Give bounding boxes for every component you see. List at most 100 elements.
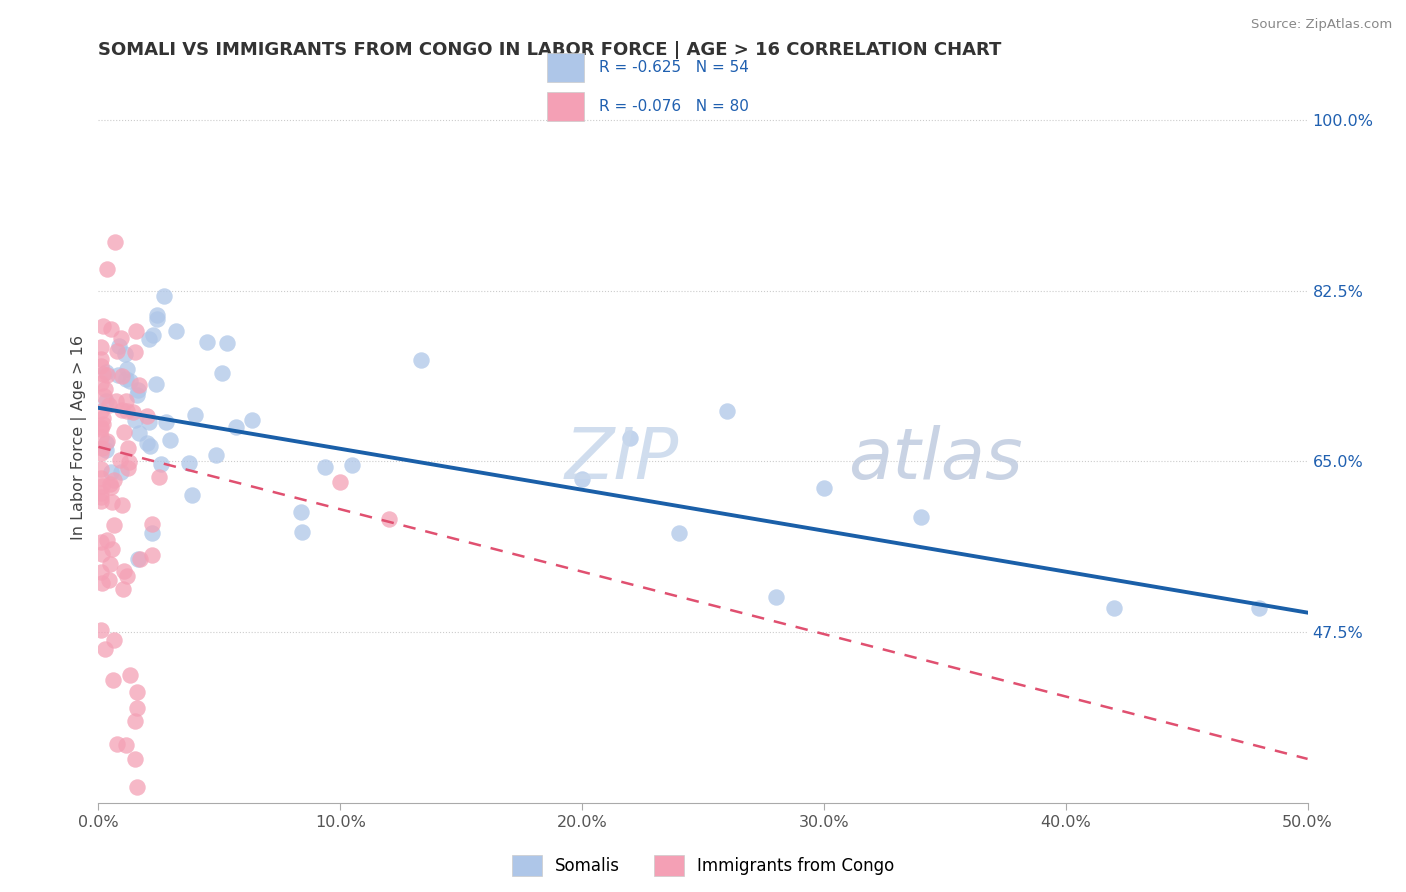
Point <box>90 376 112 391</box>
Point <box>128 378 150 392</box>
Point <box>135 409 157 423</box>
Point <box>111 402 134 417</box>
Point <box>125 324 148 338</box>
Point <box>215 336 238 351</box>
Text: Source: ZipAtlas.com: Source: ZipAtlas.com <box>1251 18 1392 31</box>
Point <box>211 366 233 380</box>
Point <box>112 564 135 578</box>
Point <box>90 422 112 436</box>
Point <box>103 473 125 487</box>
Point <box>110 331 132 345</box>
Point <box>153 288 176 302</box>
Point <box>138 333 160 347</box>
Point <box>94 394 117 409</box>
Point <box>117 461 139 475</box>
Point <box>813 481 835 495</box>
Point <box>124 752 146 766</box>
Point <box>177 456 200 470</box>
Point <box>127 780 149 794</box>
Point <box>181 487 204 501</box>
Point <box>107 368 129 382</box>
Point <box>103 518 125 533</box>
Point <box>94 382 117 396</box>
Point <box>93 389 115 403</box>
Point <box>150 458 173 472</box>
Point <box>165 324 187 338</box>
Point <box>242 413 264 427</box>
Point <box>1102 600 1125 615</box>
Point <box>290 505 312 519</box>
Point <box>138 415 160 429</box>
Point <box>110 369 132 384</box>
Bar <box>547 92 583 120</box>
Point <box>145 376 167 391</box>
Point <box>141 548 163 562</box>
Point <box>111 498 134 512</box>
Point <box>101 541 124 556</box>
Point <box>1249 600 1271 615</box>
Point <box>98 398 121 412</box>
Point <box>90 624 112 638</box>
Point <box>716 404 738 418</box>
Point <box>100 322 122 336</box>
Point <box>91 318 114 333</box>
Point <box>115 362 138 376</box>
Point <box>90 535 112 549</box>
Point <box>105 738 128 752</box>
Point <box>100 480 122 494</box>
Point <box>96 434 118 449</box>
Point <box>124 413 146 427</box>
Point <box>128 426 150 441</box>
Point <box>96 368 118 382</box>
Point <box>619 431 641 445</box>
Point <box>910 509 932 524</box>
Point <box>107 338 129 352</box>
Point <box>125 701 148 715</box>
Point <box>94 642 117 657</box>
Text: atlas: atlas <box>848 425 1022 493</box>
Point <box>127 383 149 397</box>
Point <box>91 441 114 455</box>
Point <box>90 479 112 493</box>
Point <box>139 439 162 453</box>
Point <box>117 441 139 455</box>
Point <box>90 351 112 366</box>
Point <box>141 526 163 541</box>
Point <box>110 465 132 479</box>
Point <box>291 524 314 539</box>
Point <box>765 590 787 604</box>
Point <box>90 420 112 434</box>
Point <box>411 353 433 368</box>
Point <box>195 334 218 349</box>
Text: ZIP: ZIP <box>564 425 679 493</box>
Point <box>90 566 112 580</box>
Point <box>115 738 138 752</box>
Y-axis label: In Labor Force | Age > 16: In Labor Force | Age > 16 <box>72 334 87 540</box>
Point <box>108 453 131 467</box>
Point <box>91 547 114 561</box>
Point <box>100 465 122 479</box>
Point <box>115 403 138 417</box>
Point <box>91 417 114 431</box>
Point <box>141 517 163 532</box>
Point <box>329 475 352 489</box>
Point <box>98 557 121 571</box>
Point <box>127 552 149 566</box>
Point <box>101 673 124 687</box>
Point <box>124 345 146 359</box>
Point <box>340 458 363 472</box>
Point <box>118 455 141 469</box>
Point <box>114 371 136 385</box>
Point <box>90 445 112 459</box>
Point <box>122 405 145 419</box>
Point <box>101 495 124 509</box>
Point <box>225 420 247 434</box>
Point <box>90 359 112 373</box>
Legend: Somalis, Immigrants from Congo: Somalis, Immigrants from Congo <box>505 848 901 882</box>
Point <box>90 404 112 418</box>
Point <box>148 470 170 484</box>
Point <box>105 344 128 359</box>
Point <box>98 573 121 587</box>
Point <box>142 327 165 342</box>
Point <box>159 433 181 447</box>
